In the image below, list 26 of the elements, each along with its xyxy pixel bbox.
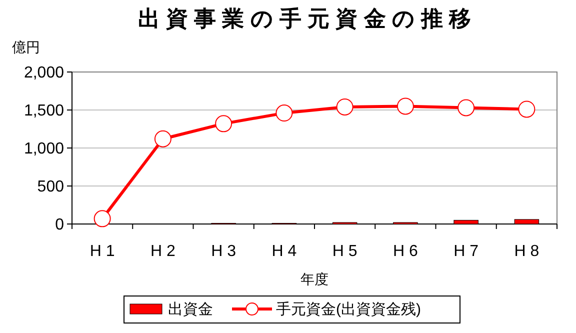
legend-label: 出資金	[168, 301, 213, 318]
chart-title: 出 資 事 業 の 手 元 資 金 の 推 移	[138, 6, 472, 31]
y-tick-label: 2,000	[24, 64, 64, 82]
point	[396, 98, 414, 115]
x-tick-label: H 2	[150, 243, 176, 260]
y-axis-title: 億円	[12, 39, 40, 55]
point	[458, 99, 475, 116]
point	[276, 104, 293, 122]
y-tick-label: 500	[37, 178, 64, 196]
point	[154, 130, 172, 148]
y-tick-label: 0	[55, 216, 64, 234]
point	[336, 98, 354, 116]
y-tick-label: 1,500	[24, 102, 64, 120]
x-tick-label: H 3	[211, 243, 236, 260]
legend-label: 手元資金(出資資金残)	[276, 301, 421, 318]
x-axis-title: 年度	[300, 271, 328, 287]
y-tick-label: 1,000	[24, 140, 64, 158]
point	[215, 115, 232, 132]
x-tick-label: H 7	[454, 243, 479, 260]
x-tick-label: H 5	[332, 243, 358, 260]
x-tick-label: H 8	[514, 243, 540, 260]
x-tick-label: H 1	[90, 243, 115, 260]
x-tick-label: H 6	[392, 243, 418, 260]
point	[94, 210, 111, 228]
x-tick-label: H 4	[272, 243, 297, 260]
point	[518, 100, 536, 118]
